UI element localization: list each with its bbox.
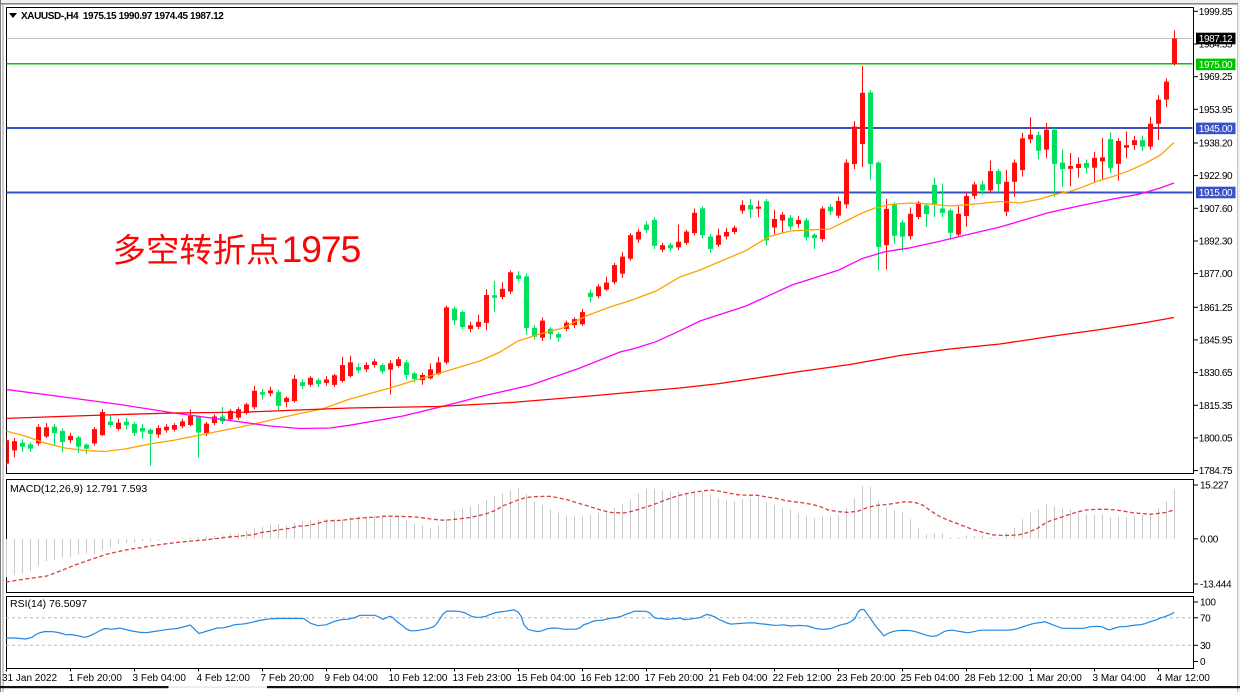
svg-text:1922.90: 1922.90 [1199, 171, 1233, 182]
svg-text:7 Feb 20:00: 7 Feb 20:00 [261, 673, 315, 684]
svg-text:23 Feb 20:00: 23 Feb 20:00 [837, 673, 896, 684]
svg-text:4 Feb 12:00: 4 Feb 12:00 [197, 673, 251, 684]
svg-text:1830.65: 1830.65 [1199, 368, 1233, 379]
svg-text:16 Feb 12:00: 16 Feb 12:00 [581, 673, 640, 684]
svg-text:30: 30 [1200, 641, 1211, 652]
svg-text:9 Feb 04:00: 9 Feb 04:00 [325, 673, 379, 684]
svg-text:1938.20: 1938.20 [1199, 139, 1233, 150]
svg-text:13 Feb 23:00: 13 Feb 23:00 [453, 673, 512, 684]
svg-text:1975.00: 1975.00 [1199, 60, 1233, 71]
svg-text:XAUUSD-,H4 1975.15 1990.97 19: XAUUSD-,H4 1975.15 1990.97 1974.45 1987.… [21, 11, 224, 22]
svg-text:70: 70 [1200, 614, 1211, 625]
svg-text:10 Feb 12:00: 10 Feb 12:00 [389, 673, 448, 684]
svg-text:-13.444: -13.444 [1200, 580, 1232, 591]
svg-text:1907.60: 1907.60 [1199, 204, 1233, 215]
svg-text:28 Feb 12:00: 28 Feb 12:00 [965, 673, 1024, 684]
svg-text:0: 0 [1200, 657, 1206, 668]
svg-text:22 Feb 12:00: 22 Feb 12:00 [773, 673, 832, 684]
svg-text:15 Feb 04:00: 15 Feb 04:00 [517, 673, 576, 684]
svg-text:1969.25: 1969.25 [1199, 72, 1233, 83]
svg-text:25 Feb 04:00: 25 Feb 04:00 [901, 673, 960, 684]
svg-text:31 Jan 2022: 31 Jan 2022 [2, 673, 57, 684]
svg-text:1892.30: 1892.30 [1199, 237, 1233, 248]
svg-text:15.227: 15.227 [1200, 481, 1229, 492]
svg-text:1 Mar 20:00: 1 Mar 20:00 [1029, 673, 1083, 684]
svg-text:1915.00: 1915.00 [1199, 188, 1233, 199]
svg-text:1975: 1975 [282, 228, 361, 270]
svg-text:1800.05: 1800.05 [1199, 433, 1233, 444]
svg-text:3 Mar 04:00: 3 Mar 04:00 [1093, 673, 1147, 684]
svg-text:1784.75: 1784.75 [1199, 466, 1233, 477]
svg-text:100: 100 [1200, 598, 1216, 609]
svg-text:RSI(14) 76.5097: RSI(14) 76.5097 [10, 598, 87, 610]
svg-text:17 Feb 20:00: 17 Feb 20:00 [645, 673, 704, 684]
svg-text:1815.35: 1815.35 [1199, 401, 1233, 412]
svg-text:1984.55: 1984.55 [1199, 40, 1233, 51]
svg-text:1987.12: 1987.12 [1199, 34, 1233, 45]
svg-text:21 Feb 04:00: 21 Feb 04:00 [709, 673, 768, 684]
svg-text:1953.95: 1953.95 [1199, 105, 1233, 116]
svg-text:0.00: 0.00 [1200, 534, 1219, 545]
svg-text:4 Mar 12:00: 4 Mar 12:00 [1157, 673, 1211, 684]
svg-text:1877.00: 1877.00 [1199, 269, 1233, 280]
svg-text:1 Feb 20:00: 1 Feb 20:00 [69, 673, 123, 684]
svg-text:3 Feb 04:00: 3 Feb 04:00 [133, 673, 187, 684]
svg-text:1845.95: 1845.95 [1199, 335, 1233, 346]
svg-text:1945.00: 1945.00 [1199, 124, 1233, 135]
svg-text:MACD(12,26,9) 12.791 7.593: MACD(12,26,9) 12.791 7.593 [10, 483, 147, 495]
svg-text:1861.25: 1861.25 [1199, 303, 1233, 314]
svg-text:1999.85: 1999.85 [1199, 7, 1233, 18]
